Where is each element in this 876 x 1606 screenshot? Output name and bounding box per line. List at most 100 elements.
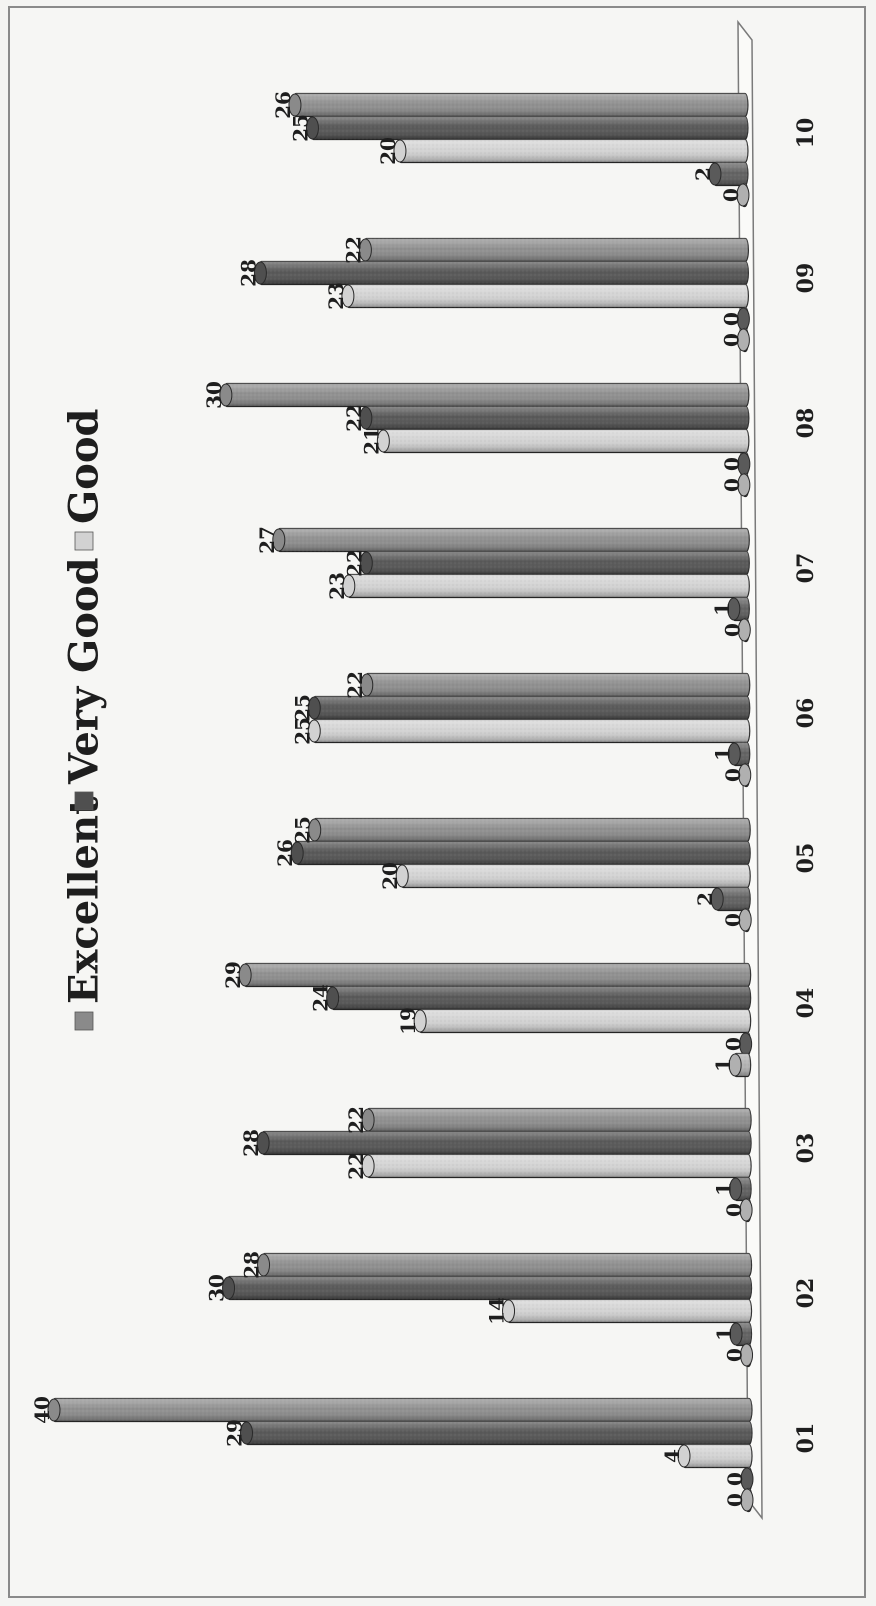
- bar-cap: [305, 116, 319, 140]
- bar-series-5-07: [737, 617, 751, 643]
- bar-series-4-01: [740, 1466, 754, 1492]
- bar-very-good-03: [256, 1130, 752, 1156]
- category-label: 06: [793, 698, 819, 729]
- bar-shading: [506, 1299, 752, 1323]
- bar-shading: [364, 551, 750, 575]
- category-label: 03: [793, 1133, 819, 1164]
- legend-label: Very Good: [61, 557, 108, 785]
- bar-excellent-07: [272, 527, 750, 553]
- bar-cap: [395, 864, 409, 888]
- data-label: 1: [710, 747, 734, 761]
- data-label: 22: [342, 404, 366, 432]
- bar-cap: [737, 473, 751, 497]
- category-label: 10: [793, 118, 819, 149]
- data-label: 23: [325, 572, 349, 600]
- bar-cap: [710, 887, 724, 911]
- bar-excellent-10: [288, 92, 749, 118]
- bar-cap: [736, 328, 750, 352]
- bar-good-10: [393, 138, 749, 164]
- data-label: 25: [291, 816, 315, 844]
- bar-good-02: [502, 1298, 753, 1324]
- data-label: 40: [30, 1396, 54, 1424]
- bar-shading: [52, 1398, 752, 1422]
- bar-series-4-05: [710, 886, 751, 912]
- bar-shading: [363, 238, 749, 262]
- bar-cap: [728, 1053, 742, 1077]
- data-label: 28: [240, 1251, 264, 1279]
- data-label: 0: [720, 457, 744, 471]
- bar-very-good-02: [222, 1275, 753, 1301]
- bar-shading: [712, 162, 748, 186]
- legend-swatch: [74, 1011, 94, 1031]
- data-label: 30: [202, 381, 226, 409]
- bar-shading: [310, 116, 748, 140]
- bar-shading: [366, 1154, 752, 1178]
- legend-item-very-good: Very Good: [61, 557, 108, 811]
- data-label: 0: [723, 1493, 747, 1507]
- bar-series-4-04: [739, 1031, 753, 1057]
- bar-cap: [307, 696, 321, 720]
- bar-cap: [326, 986, 340, 1010]
- bar-very-good-07: [359, 550, 750, 576]
- data-label: 27: [255, 526, 279, 554]
- bar-excellent-05: [308, 817, 751, 843]
- data-label: 29: [223, 1419, 247, 1447]
- category-label: 09: [793, 263, 819, 294]
- bar-cap: [727, 742, 741, 766]
- legend-item-excellent: Excellent: [61, 796, 108, 1031]
- legend-swatch: [74, 791, 94, 811]
- bar-good-09: [341, 283, 749, 309]
- bar-cap: [240, 1421, 253, 1445]
- bar-excellent-01: [47, 1397, 753, 1423]
- data-label: 28: [239, 1129, 263, 1157]
- bar-shading: [312, 696, 750, 720]
- bar-cap: [290, 841, 304, 865]
- bar-series-5-02: [740, 1342, 754, 1368]
- bar-shading: [244, 1421, 752, 1445]
- legend-label: Excellent: [61, 796, 108, 1004]
- category-label: 05: [793, 843, 819, 874]
- bar-shading: [363, 406, 749, 430]
- data-label: 0: [720, 623, 744, 637]
- bar-shading: [366, 1108, 752, 1132]
- bar-series-4-06: [727, 741, 751, 767]
- bar-good-03: [361, 1153, 752, 1179]
- data-label: 20: [378, 862, 402, 890]
- bar-good-08: [376, 428, 750, 454]
- category-label: 07: [793, 553, 819, 584]
- bar-series-5-05: [738, 907, 752, 933]
- data-label: 26: [271, 91, 295, 119]
- bar-cap: [288, 93, 302, 117]
- data-label: 30: [205, 1274, 229, 1302]
- category-label: 04: [793, 988, 819, 1019]
- bar-excellent-08: [219, 382, 750, 408]
- data-label: 22: [343, 671, 367, 699]
- bar-cap: [376, 429, 390, 453]
- bar-shading: [243, 963, 751, 987]
- bar-excellent-02: [257, 1252, 753, 1278]
- bar-shading: [345, 284, 749, 308]
- bar-series-5-08: [737, 472, 751, 498]
- bar-cap: [737, 618, 751, 642]
- bar-good-01: [677, 1443, 753, 1469]
- bar-series-5-10: [736, 182, 750, 208]
- category-label: 08: [793, 408, 819, 439]
- bar-shading: [682, 1444, 752, 1468]
- bar-very-good-05: [290, 840, 751, 866]
- bar-cap: [736, 183, 750, 207]
- bar-good-07: [342, 573, 750, 599]
- data-label: 25: [288, 114, 312, 142]
- bar-cap: [727, 597, 741, 621]
- bar-cap: [219, 383, 233, 407]
- data-label: 0: [719, 333, 743, 347]
- bar-series-4-02: [729, 1321, 753, 1347]
- bar-shading: [312, 818, 751, 842]
- bar-cap: [341, 284, 355, 308]
- data-label: 0: [721, 913, 745, 927]
- data-label: 26: [273, 839, 297, 867]
- bar-cap: [677, 1444, 691, 1468]
- bar-cap: [413, 1009, 427, 1033]
- bar-cap: [253, 261, 267, 285]
- bar-cap: [47, 1398, 61, 1422]
- data-label: 21: [359, 427, 383, 455]
